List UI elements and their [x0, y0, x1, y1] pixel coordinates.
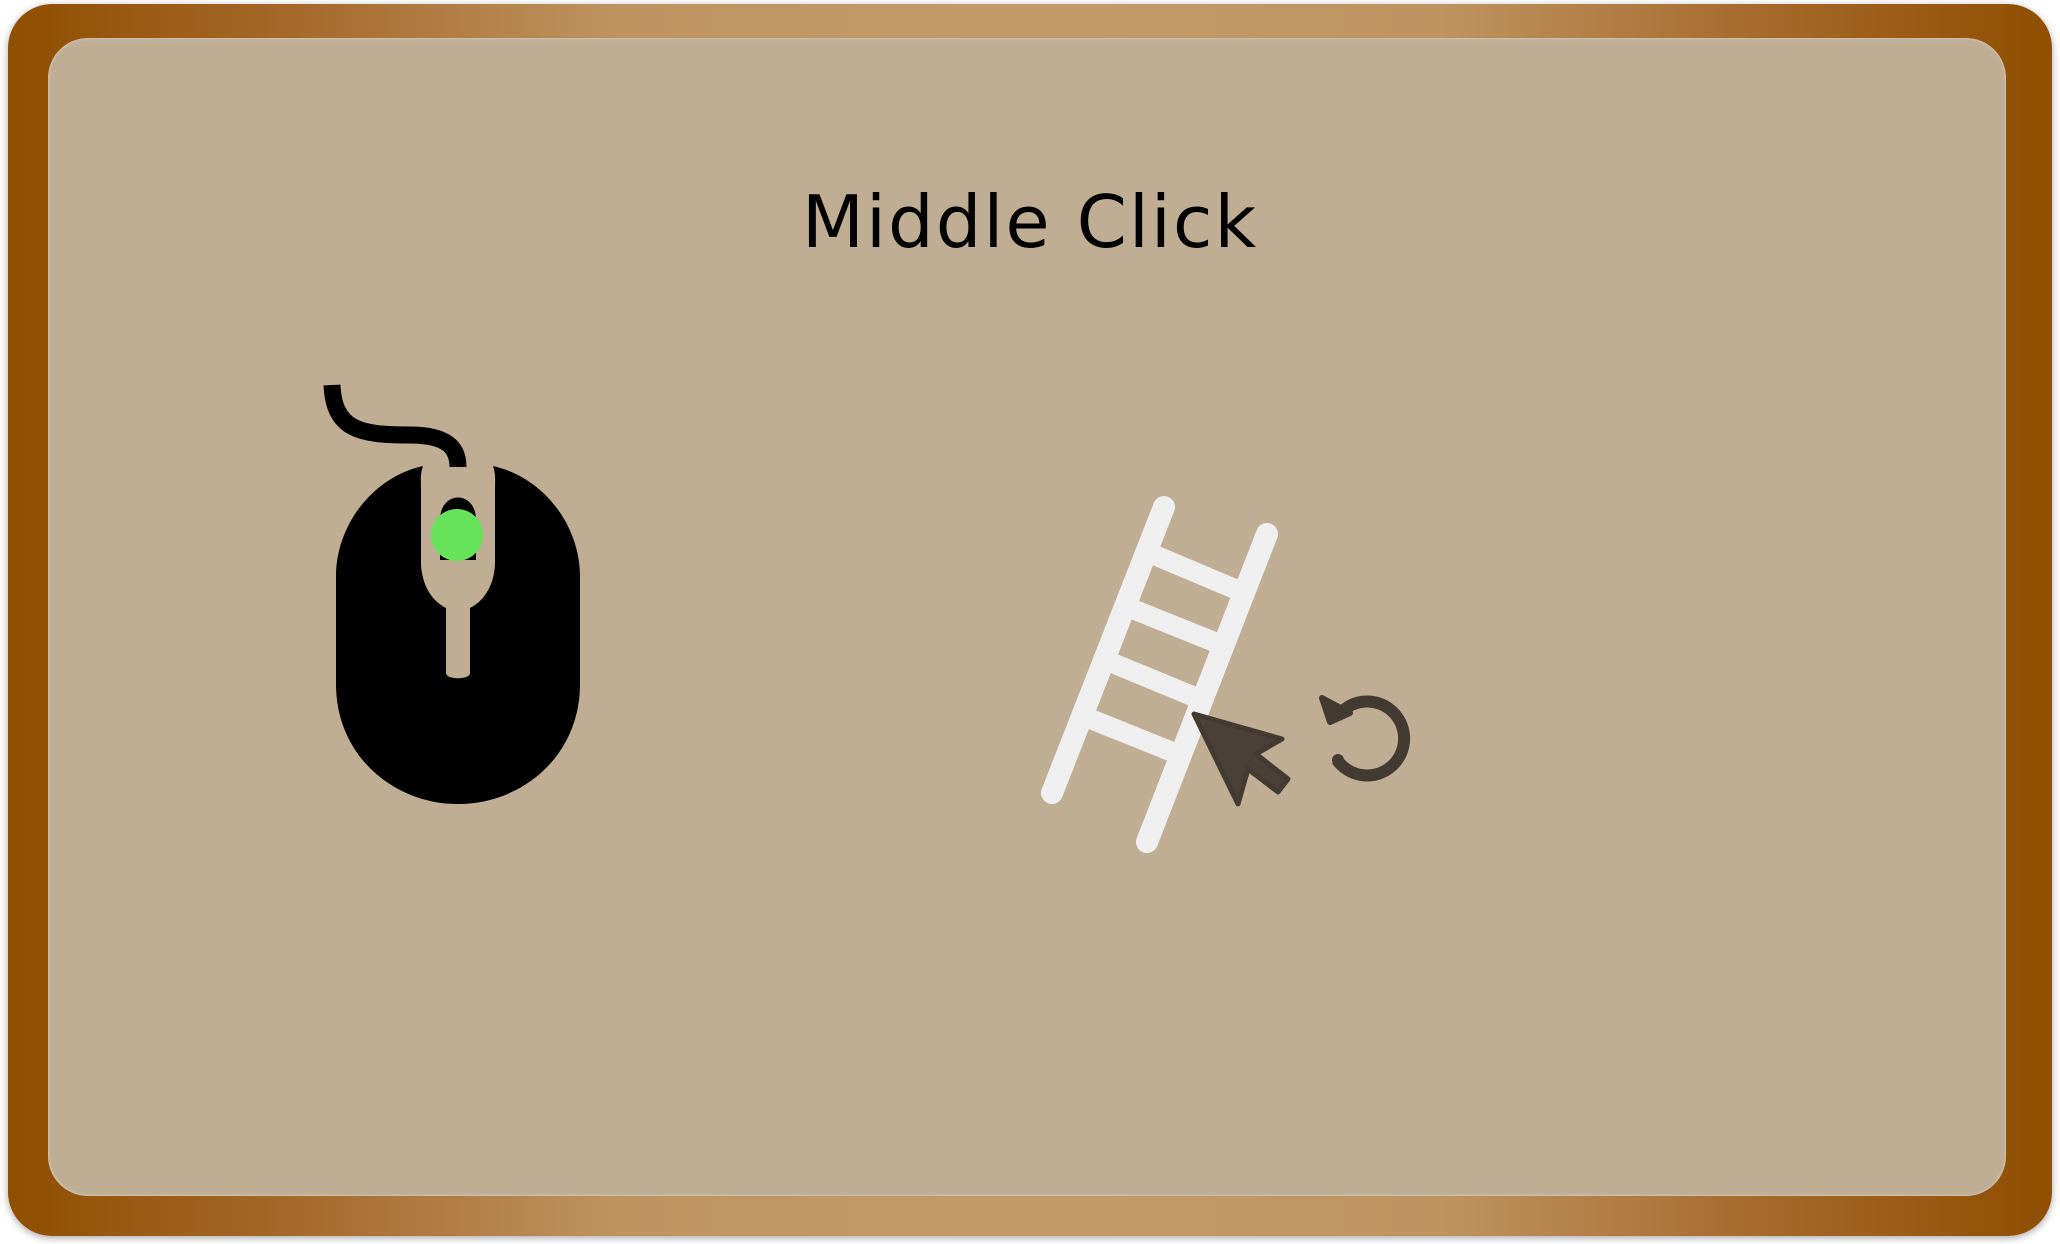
mouse-icon — [323, 384, 580, 804]
ladder-icon — [1041, 496, 1278, 853]
middle-button-indicator — [431, 509, 483, 561]
rotate-icon — [1319, 695, 1411, 782]
mouse-cable — [323, 384, 467, 468]
page-title: Middle Click — [801, 180, 1259, 264]
mouse-body — [336, 466, 580, 804]
ladder-scene — [1041, 496, 1411, 853]
cursor-arrow-icon — [1191, 711, 1291, 807]
